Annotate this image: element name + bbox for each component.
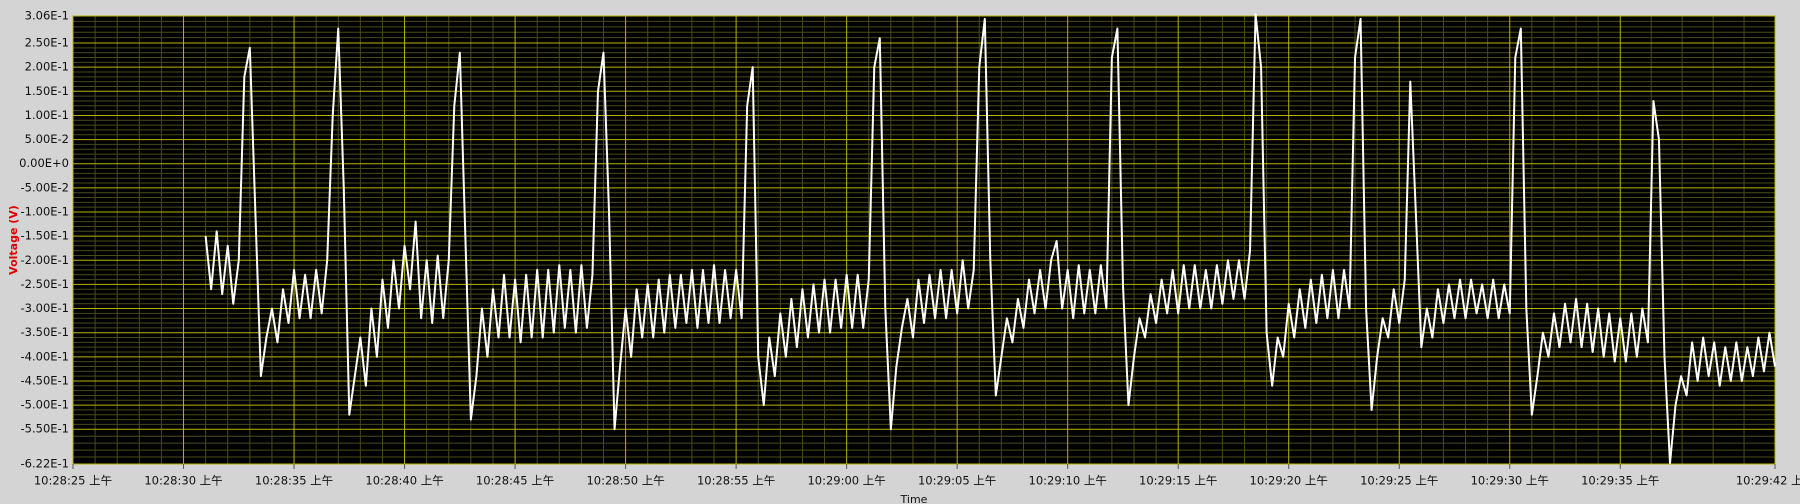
- y-tick-label: 3.06E-1: [25, 9, 69, 23]
- x-tick-label: 10:28:25 上午: [34, 474, 112, 488]
- x-tick-label: 10:29:10 上午: [1029, 474, 1107, 488]
- y-tick-label: -5.50E-1: [21, 422, 70, 436]
- y-tick-label: 0.00E+0: [19, 156, 69, 170]
- y-tick-label: -3.50E-1: [21, 325, 70, 339]
- x-tick-label: 10:28:30 上午: [144, 474, 222, 488]
- y-tick-label: -1.50E-1: [21, 229, 70, 243]
- x-tick-label: 10:29:00 上午: [807, 474, 885, 488]
- y-tick-label: 2.50E-1: [25, 36, 69, 50]
- plot-area: [72, 15, 1776, 465]
- y-tick-label: -2.50E-1: [21, 277, 70, 291]
- y-tick-label: -6.22E-1: [21, 457, 70, 471]
- y-tick-label: -3.00E-1: [21, 301, 70, 315]
- y-tick-label: -4.50E-1: [21, 373, 70, 387]
- x-tick-label: 10:28:55 上午: [697, 474, 775, 488]
- x-tick-label: 10:28:50 上午: [586, 474, 664, 488]
- y-tick-label: -1.00E-1: [21, 205, 70, 219]
- y-tick-label: -5.00E-1: [21, 398, 70, 412]
- x-tick-label: 10:29:05 上午: [918, 474, 996, 488]
- x-tick-label: 10:29:25 上午: [1360, 474, 1438, 488]
- y-tick-label: 1.50E-1: [25, 84, 69, 98]
- x-axis-label: Time: [900, 493, 928, 504]
- x-tick-label: 10:28:45 上午: [476, 474, 554, 488]
- y-tick-label: 5.00E-2: [25, 132, 69, 146]
- x-tick-label: 10:28:40 上午: [365, 474, 443, 488]
- x-tick-label: 10:29:42 上午: [1736, 474, 1800, 488]
- x-tick-label: 10:28:35 上午: [255, 474, 333, 488]
- x-tick-label: 10:29:15 上午: [1139, 474, 1217, 488]
- voltage-trace: [204, 13, 1776, 465]
- y-tick-label: -4.00E-1: [21, 349, 70, 363]
- y-tick-label: 1.00E-1: [25, 108, 69, 122]
- y-tick-label: -5.00E-2: [21, 180, 70, 194]
- y-axis-label: Voltage (V): [7, 205, 20, 275]
- x-tick-label: 10:29:20 上午: [1250, 474, 1328, 488]
- y-tick-label: 2.00E-1: [25, 60, 69, 74]
- x-tick-label: 10:29:35 上午: [1581, 474, 1659, 488]
- y-tick-label: -2.00E-1: [21, 253, 70, 267]
- x-tick-label: 10:29:30 上午: [1471, 474, 1549, 488]
